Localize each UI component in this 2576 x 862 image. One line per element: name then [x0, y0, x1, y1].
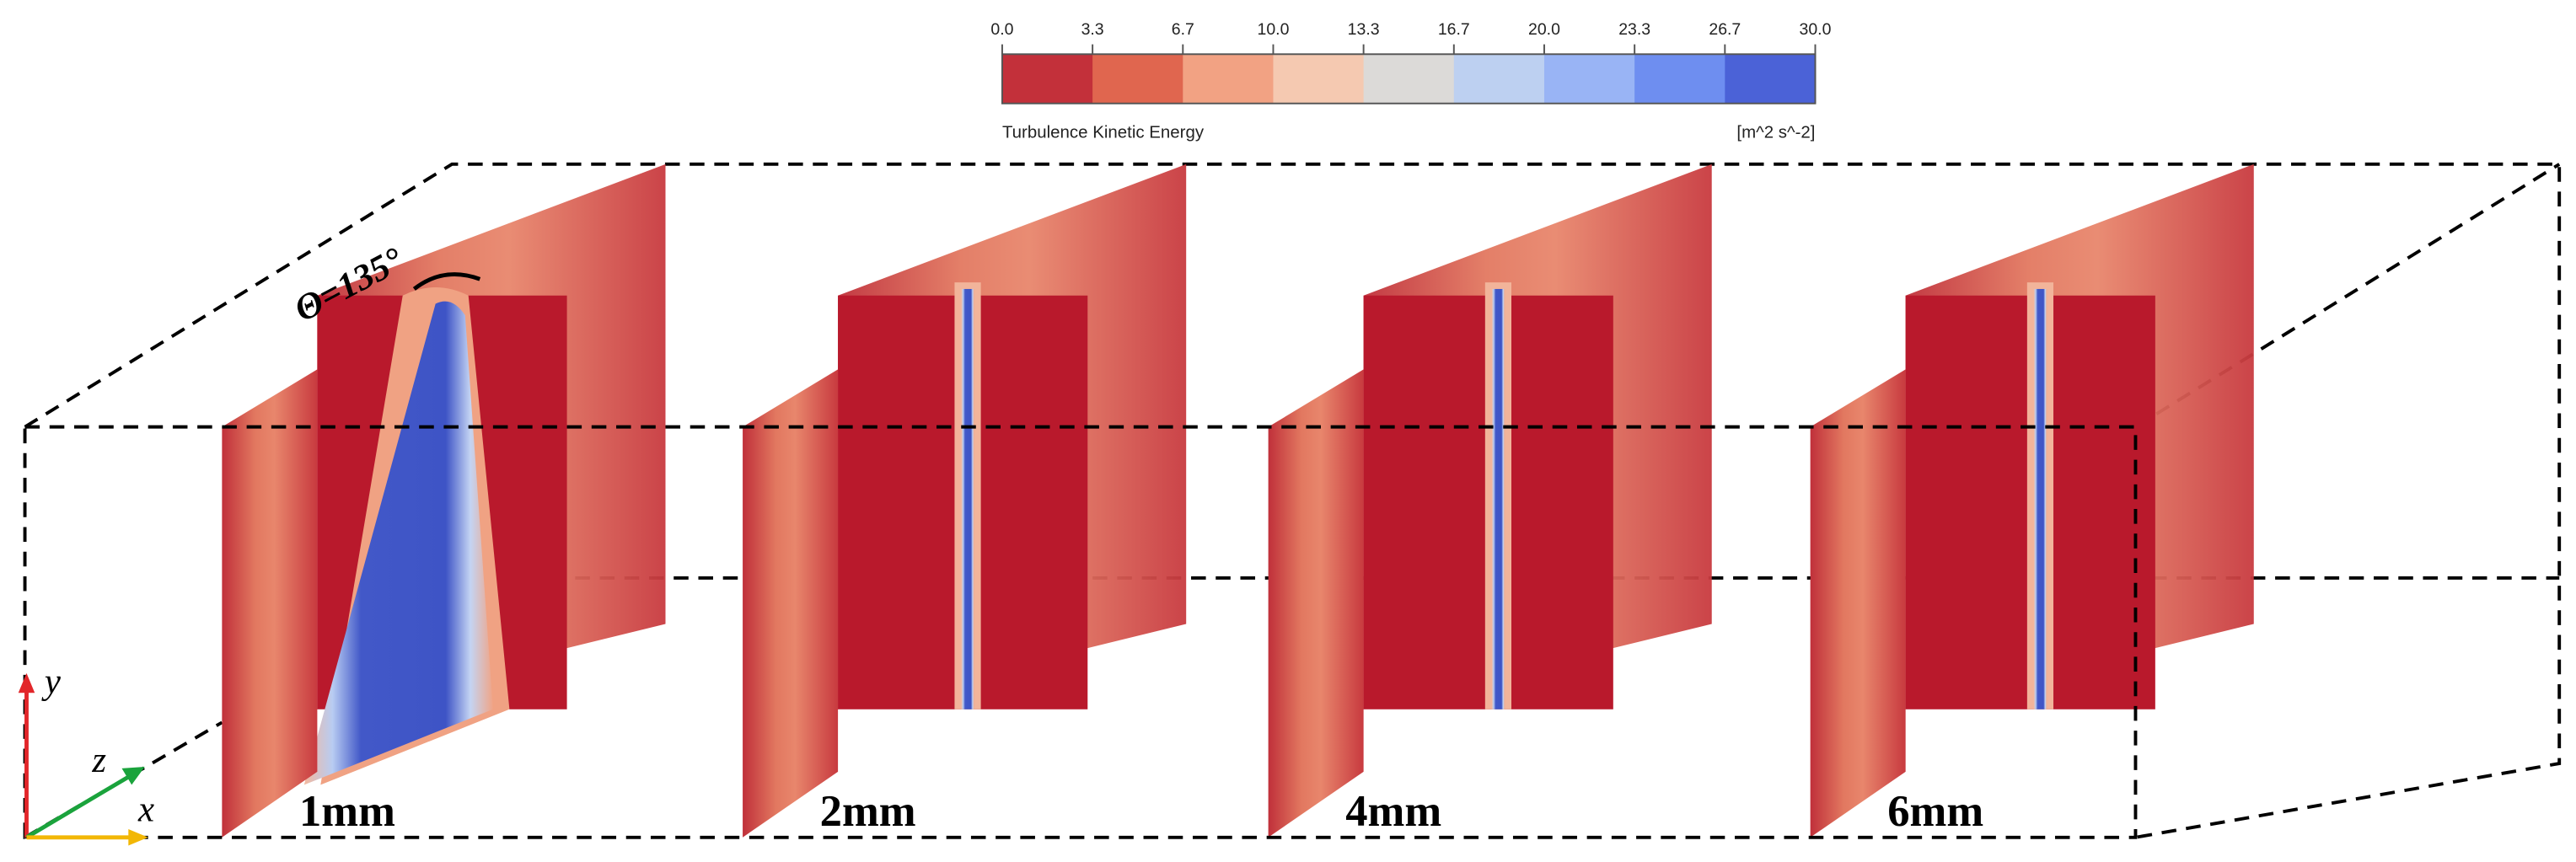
colorbar-tick-label: 23.3 — [1618, 20, 1650, 39]
slice-plane-front — [743, 369, 839, 838]
panel: 4mm — [1268, 163, 1712, 838]
colorbar-tick-label: 13.3 — [1348, 20, 1380, 39]
slice-plane-front — [222, 369, 318, 838]
slice-plane-front — [1810, 369, 1906, 838]
panel-label: 4mm — [1345, 787, 1441, 836]
colorbar-segment — [1634, 54, 1726, 104]
jet-core — [961, 288, 974, 709]
jet-core — [303, 301, 493, 785]
colorbar-segment — [1183, 54, 1275, 104]
colorbar-tick-label: 10.0 — [1258, 20, 1290, 39]
slice-plane-front — [1268, 369, 1364, 838]
panel-label: 2mm — [820, 787, 916, 836]
axis-label-y: y — [41, 661, 62, 701]
axis-label-x: x — [137, 790, 154, 829]
angle-arrow — [412, 272, 481, 291]
colorbar-segment — [1363, 54, 1455, 104]
colorbar-tick-label: 0.0 — [990, 20, 1013, 39]
domain-box — [24, 162, 2562, 839]
colorbar-unit: [m^2 s^-2] — [1736, 123, 1815, 142]
panel-label: 6mm — [1887, 787, 1983, 836]
panel-label: 1mm — [299, 787, 395, 836]
colorbar-tick-label: 6.7 — [1172, 20, 1194, 39]
jet-core — [2033, 288, 2047, 709]
colorbar-segment — [1725, 54, 1817, 104]
colorbar-tick-label: 26.7 — [1709, 20, 1741, 39]
axes-icon: y z x — [18, 661, 154, 846]
panels: 1mm 2mm 4mm 6mm — [222, 163, 2254, 838]
colorbar: 0.0 3.3 6.7 10.0 13.3 16.7 20.0 23.3 26.7 30.0 — [990, 20, 1832, 104]
colorbar-segment — [1273, 54, 1365, 104]
colorbar-segment — [1001, 54, 1094, 104]
colorbar-tick-label: 16.7 — [1438, 20, 1470, 39]
axis-label-z: z — [91, 741, 106, 780]
colorbar-frame — [1001, 53, 1817, 104]
colorbar-title: Turbulence Kinetic Energy — [1002, 123, 1205, 142]
colorbar-segment — [1543, 54, 1636, 104]
panel: 1mm — [222, 163, 666, 838]
colorbar-tick-label: 30.0 — [1800, 20, 1832, 39]
colorbar-segment — [1092, 54, 1184, 104]
panel: 6mm — [1810, 163, 2254, 838]
colorbar-tick-label: 3.3 — [1081, 20, 1104, 39]
colorbar-tick-label: 20.0 — [1528, 20, 1560, 39]
colorbar-segment — [1453, 54, 1545, 104]
jet-core — [1491, 288, 1505, 709]
panel: 2mm — [743, 163, 1187, 838]
